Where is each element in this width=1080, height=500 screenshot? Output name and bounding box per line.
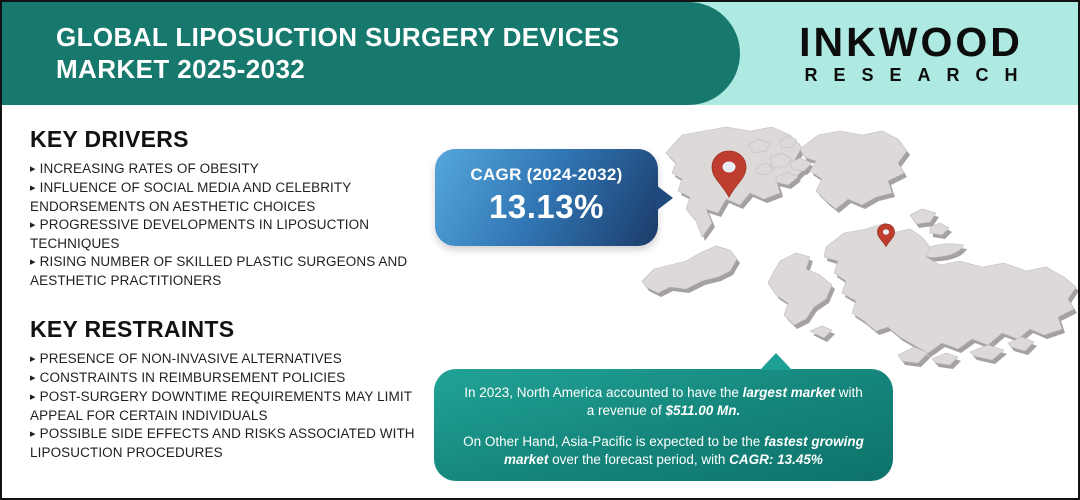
- landmass-arctic-island: [789, 157, 813, 172]
- list-item: ▸ POSSIBLE SIDE EFFECTS AND RISKS ASSOCI…: [30, 425, 436, 462]
- list-item: ▸ CONSTRAINTS IN REIMBURSEMENT POLICIES: [30, 369, 436, 388]
- bullet-arrow-icon: ▸: [30, 391, 36, 403]
- inkwood-research-logo: INKWOOD RESEARCH: [750, 2, 1072, 105]
- list-item: ▸ POST-SURGERY DOWNTIME REQUIREMENTS MAY…: [30, 388, 436, 425]
- list-item: ▸ RISING NUMBER OF SKILLED PLASTIC SURGE…: [30, 253, 436, 290]
- list-item-text: PROGRESSIVE DEVELOPMENTS IN LIPOSUCTION …: [30, 217, 370, 251]
- list-item: ▸ PRESENCE OF NON-INVASIVE ALTERNATIVES: [30, 350, 436, 369]
- key-restraints-heading: KEY RESTRAINTS: [30, 316, 235, 342]
- list-item-text: CONSTRAINTS IN REIMBURSEMENT POLICIES: [39, 370, 346, 385]
- landmass-africa: [767, 252, 833, 326]
- title-banner: GLOBAL LIPOSUCTION SURGERY DEVICES MARKE…: [2, 2, 740, 105]
- regional-insight-box: In 2023, North America accounted to have…: [434, 353, 893, 481]
- landmass-greenland-europe: [799, 130, 908, 210]
- list-item-text: INFLUENCE OF SOCIAL MEDIA AND CELEBRITY …: [30, 180, 352, 214]
- logo-subtitle: RESEARCH: [804, 65, 1034, 85]
- landmass-island: [969, 344, 1005, 361]
- world-map-svg: [641, 126, 1078, 369]
- landmass-island: [809, 325, 833, 339]
- bullet-arrow-icon: ▸: [30, 182, 36, 194]
- map-land-layer: [641, 126, 1077, 366]
- landmass-arctic-island: [747, 138, 771, 154]
- page-title-line2: MARKET 2025-2032: [56, 54, 306, 84]
- world-map: [630, 105, 1078, 371]
- logo-wordmark: INKWOOD: [799, 19, 1023, 65]
- cagr-label: CAGR (2024-2032): [470, 165, 623, 184]
- bullet-arrow-icon: ▸: [30, 428, 36, 440]
- insight-paragraph-north-america: In 2023, North America accounted to have…: [464, 385, 863, 418]
- bullet-arrow-icon: ▸: [30, 372, 36, 384]
- key-restraints-list: ▸ PRESENCE OF NON-INVASIVE ALTERNATIVES ▸…: [30, 350, 436, 462]
- callout-pointer-icon: [760, 353, 792, 370]
- bullet-arrow-icon: ▸: [30, 219, 36, 231]
- list-item-text: INCREASING RATES OF OBESITY: [39, 161, 259, 176]
- location-pin-icon-europe: [877, 223, 895, 248]
- landmass-island: [931, 352, 959, 366]
- list-item-text: POST-SURGERY DOWNTIME REQUIREMENTS MAY L…: [30, 389, 412, 423]
- cagr-value: 13.13%: [489, 188, 604, 225]
- bullet-arrow-icon: ▸: [30, 256, 36, 268]
- list-item-text: RISING NUMBER OF SKILLED PLASTIC SURGEON…: [30, 254, 408, 288]
- callout-arrow-icon: [656, 185, 673, 211]
- key-drivers-heading: KEY DRIVERS: [30, 126, 189, 152]
- landmass-south-america: [641, 245, 738, 294]
- landmass-eurasia: [823, 222, 1077, 354]
- cagr-callout: CAGR (2024-2032) 13.13%: [435, 149, 673, 246]
- list-item: ▸ PROGRESSIVE DEVELOPMENTS IN LIPOSUCTIO…: [30, 216, 436, 253]
- list-item-text: POSSIBLE SIDE EFFECTS AND RISKS ASSOCIAT…: [30, 426, 415, 460]
- landmass-island: [1007, 336, 1035, 352]
- left-column: KEY DRIVERS ▸ INCREASING RATES OF OBESIT…: [30, 126, 436, 462]
- landmass-arctic-island: [755, 162, 775, 176]
- location-pin-icon-north-america: [711, 150, 747, 198]
- landmass-island: [909, 208, 937, 225]
- landmass-arctic-island: [769, 152, 793, 168]
- landmass-island: [929, 222, 950, 236]
- landmass-arctic-island: [775, 171, 799, 186]
- insight-paragraph-asia-pacific: On Other Hand, Asia-Pacific is expected …: [463, 434, 864, 467]
- list-item: ▸ INFLUENCE OF SOCIAL MEDIA AND CELEBRIT…: [30, 179, 436, 216]
- landmass-island: [897, 346, 929, 364]
- list-item-text: PRESENCE OF NON-INVASIVE ALTERNATIVES: [39, 351, 342, 366]
- page-title-line1: GLOBAL LIPOSUCTION SURGERY DEVICES: [56, 22, 620, 52]
- list-item: ▸ INCREASING RATES OF OBESITY: [30, 160, 436, 179]
- landmass-arctic-island: [779, 135, 798, 149]
- key-drivers-list: ▸ INCREASING RATES OF OBESITY ▸ INFLUENCE…: [30, 160, 436, 290]
- bullet-arrow-icon: ▸: [30, 163, 36, 175]
- top-strip-background: GLOBAL LIPOSUCTION SURGERY DEVICES MARKE…: [2, 2, 1078, 105]
- bullet-arrow-icon: ▸: [30, 353, 36, 365]
